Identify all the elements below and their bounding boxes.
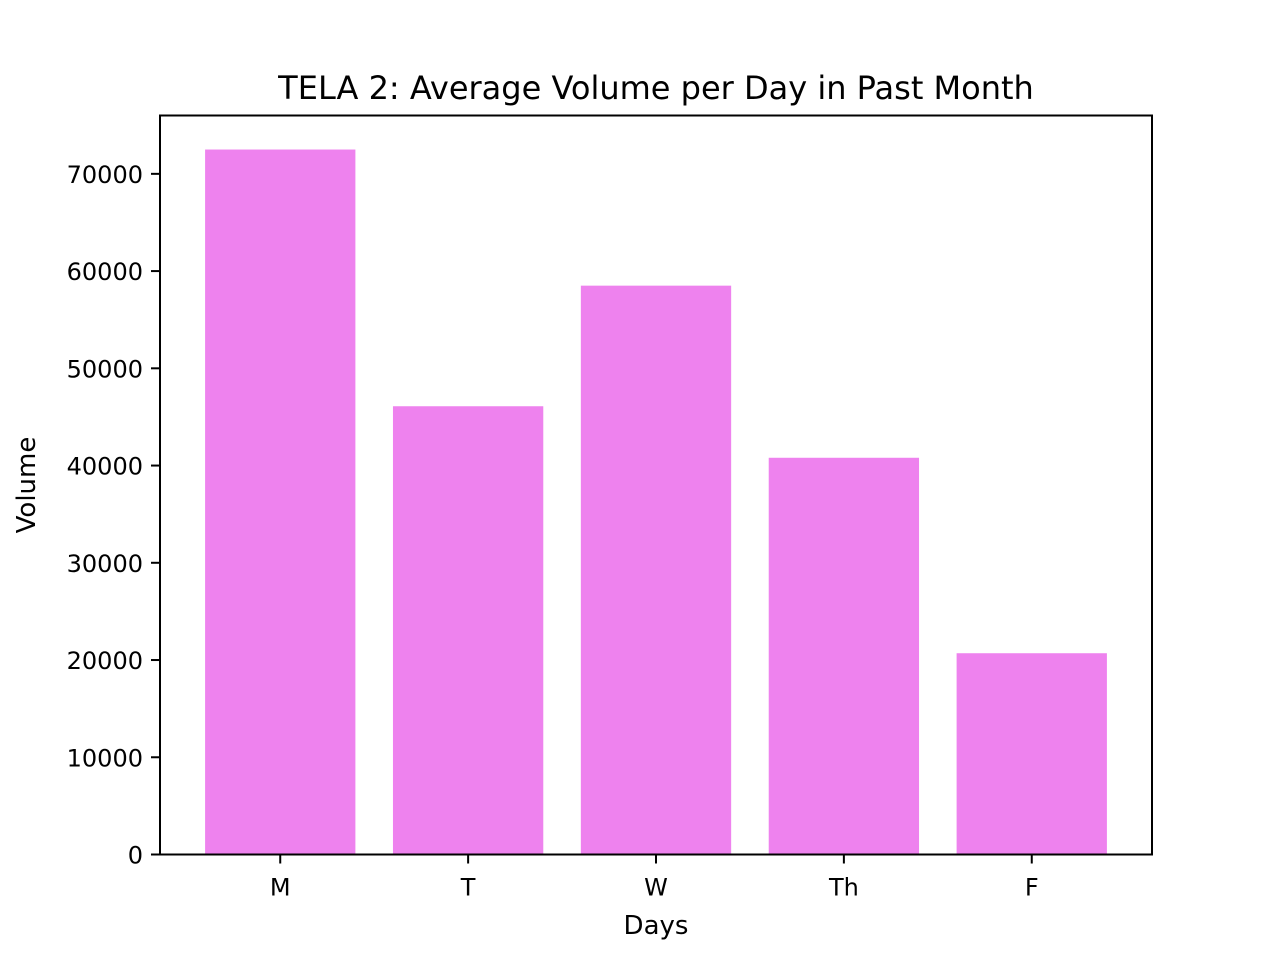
bar-t (392, 406, 544, 855)
x-tick-label: W (644, 874, 668, 902)
y-tick-label: 20000 (67, 647, 143, 675)
ticks-layer: M T W Th F 0 10000 20000 30000 40000 50000 60000 700… (67, 161, 1039, 902)
y-axis-label: Volume (12, 437, 42, 534)
x-tick-label: F (1025, 874, 1039, 902)
bars-layer (205, 149, 1107, 855)
y-tick-label: 10000 (67, 744, 143, 772)
x-tick-label: M (270, 874, 291, 902)
bar-w (580, 285, 732, 855)
bar-f (956, 653, 1107, 855)
bar-m (205, 149, 356, 855)
plot-area-frame (159, 114, 1153, 856)
y-tick-label: 40000 (67, 453, 143, 481)
y-tick-label: 30000 (67, 550, 143, 578)
y-tick-label: 60000 (67, 258, 143, 286)
y-tick-label: 50000 (67, 355, 143, 383)
x-tick-label: Th (828, 874, 859, 902)
y-tick-label: 70000 (67, 161, 143, 189)
chart-title: TELA 2: Average Volume per Day in Past M… (277, 69, 1034, 107)
y-tick-label: 0 (128, 842, 143, 870)
bar-th (768, 457, 920, 855)
x-axis-label: Days (624, 911, 689, 941)
x-tick-label: T (460, 874, 476, 902)
